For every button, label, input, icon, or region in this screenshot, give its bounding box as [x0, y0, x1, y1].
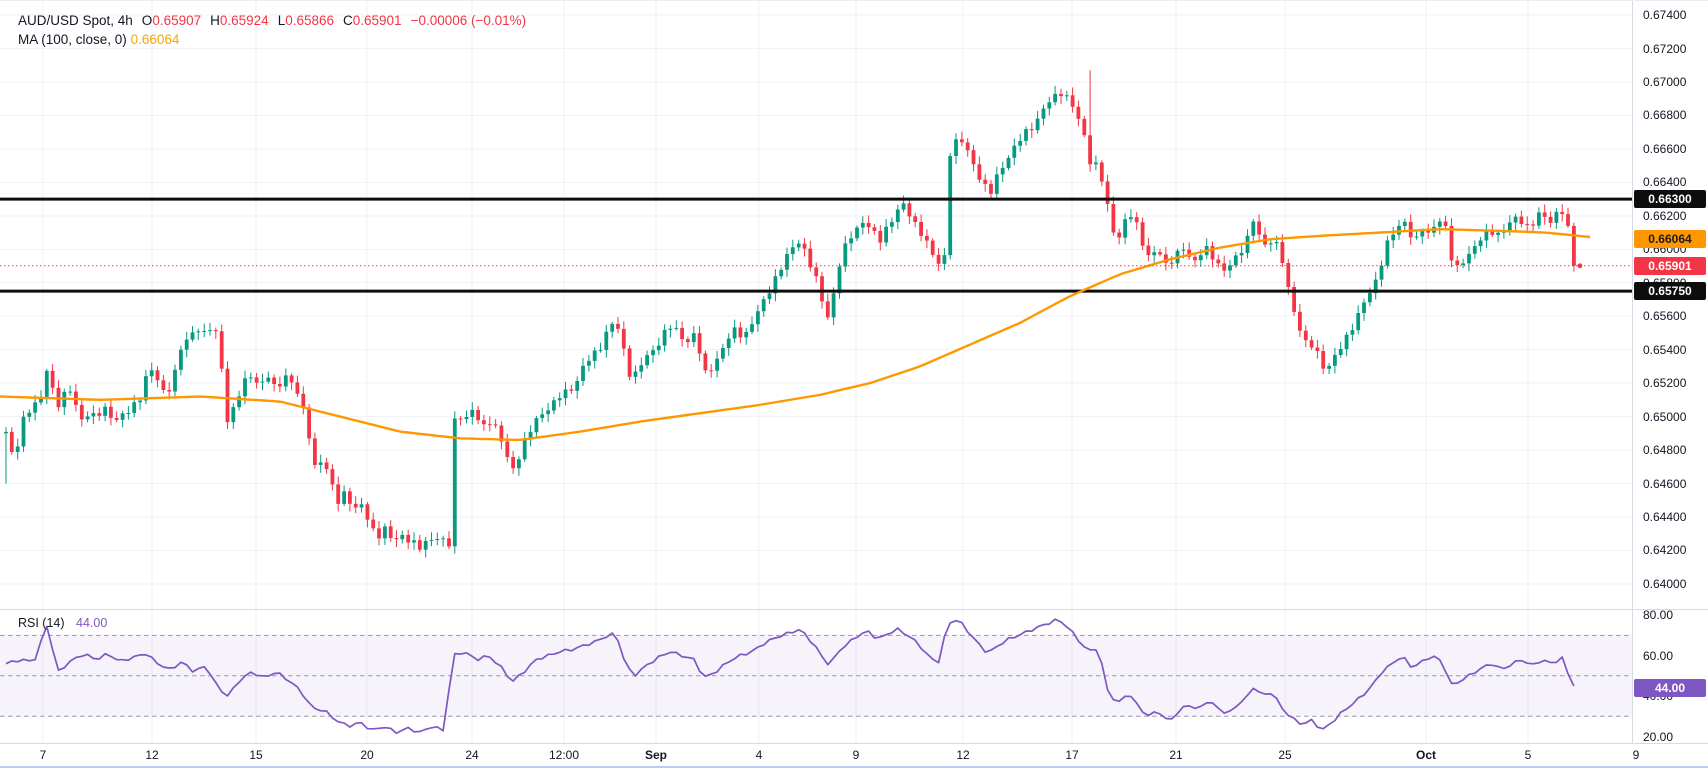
level-badge-upper: 0.66300 — [1634, 190, 1706, 209]
rsi-legend: RSI (14) 44.00 — [18, 616, 107, 630]
price-tick-label: 0.64800 — [1643, 443, 1687, 457]
support-resistance-lines[interactable] — [0, 197, 1632, 293]
pane-separator[interactable] — [0, 609, 1708, 610]
candlestick-series — [4, 70, 1576, 558]
price-tick-label: 0.65400 — [1643, 342, 1687, 357]
rsi-value: 44.00 — [76, 616, 108, 630]
time-tick-label: 17 — [1065, 748, 1079, 762]
ohlc-low: L0.65866 — [277, 13, 335, 28]
grid-lines — [0, 1, 1632, 743]
price-tick-label: 0.66800 — [1643, 108, 1687, 123]
chart-bottom-border — [0, 766, 1708, 768]
time-tick-label: Oct — [1415, 748, 1437, 762]
price-tick-label: 0.64200 — [1643, 543, 1687, 558]
symbol-title[interactable]: AUD/USD Spot, 4h — [18, 13, 133, 28]
time-tick-label: 9 — [1632, 748, 1640, 762]
price-tick-label: 0.65600 — [1643, 309, 1687, 324]
ohlc-open: O0.65907 — [141, 13, 202, 28]
rsi-badge: 44.00 — [1634, 679, 1706, 697]
time-tick-label: 24 — [465, 748, 479, 762]
time-scale[interactable]: 7 12 15 20 24 12:00 Sep 4 9 12 17 21 25 Oct 5 9 — [0, 743, 1708, 766]
ohlc-close: C0.65901 — [343, 13, 402, 28]
last-price-badge: 0.65901 — [1634, 256, 1706, 275]
price-tick-label: 0.66600 — [1643, 141, 1687, 156]
price-scale[interactable]: 0.67400 0.67200 0.67000 0.66800 0.66600 0.664… — [1632, 1, 1708, 744]
time-tick-label: 12:00 — [548, 748, 580, 762]
price-tick-label: 0.65000 — [1643, 409, 1687, 424]
price-tick-label: 0.64000 — [1643, 576, 1687, 591]
rsi-tick-label: 80.00 — [1643, 608, 1674, 623]
price-tick-label: 0.66400 — [1643, 175, 1687, 190]
time-tick-label: 25 — [1278, 748, 1292, 762]
ma-label: MA (100, close, 0) — [18, 32, 127, 47]
ma-line[interactable] — [0, 227, 1591, 442]
rsi-tick-label: 20.00 — [1643, 729, 1674, 744]
time-tick-label: 20 — [360, 748, 374, 762]
ma-legend-row: MA (100, close, 0) 0.66064 — [18, 30, 526, 49]
rsi-pane — [0, 634, 1632, 717]
time-tick-label: 5 — [1524, 748, 1532, 762]
symbol-legend-row: AUD/USD Spot, 4h O0.65907 H0.65924 L0.65866… — [18, 11, 526, 30]
ma-badge: 0.66064 — [1634, 229, 1706, 248]
price-tick-label: 0.64400 — [1643, 510, 1687, 524]
level-badge-lower: 0.65750 — [1634, 282, 1706, 301]
rsi-tick-label: 60.00 — [1643, 648, 1674, 663]
time-tick-label: 12 — [145, 748, 159, 762]
price-tick-label: 0.65200 — [1643, 376, 1687, 391]
time-tick-label: 12 — [956, 748, 970, 762]
price-tick-label: 0.67400 — [1643, 8, 1687, 22]
price-tick-label: 0.67000 — [1643, 74, 1687, 89]
ma-value: 0.66064 — [130, 32, 180, 47]
rsi-label: RSI (14) — [18, 616, 65, 630]
chart-canvas[interactable] — [0, 1, 1632, 743]
time-tick-label: 9 — [852, 748, 860, 762]
time-tick-label: 15 — [249, 748, 263, 762]
price-tick-label: 0.66200 — [1643, 208, 1687, 223]
time-tick-label: 7 — [39, 748, 47, 762]
price-tick-label: 0.67200 — [1643, 41, 1687, 56]
change-value: −0.00006 (−0.01%) — [410, 13, 527, 28]
time-tick-label: Sep — [644, 748, 668, 762]
time-tick-label: 4 — [755, 748, 763, 762]
ohlc-high: H0.65924 — [210, 13, 269, 28]
time-tick-label: 21 — [1169, 748, 1183, 762]
rsi-line[interactable] — [5, 618, 1575, 735]
last-price-marker — [1577, 263, 1583, 269]
chart-legend: AUD/USD Spot, 4h O0.65907 H0.65924 L0.65866… — [18, 11, 526, 49]
price-tick-label: 0.64600 — [1643, 476, 1687, 491]
